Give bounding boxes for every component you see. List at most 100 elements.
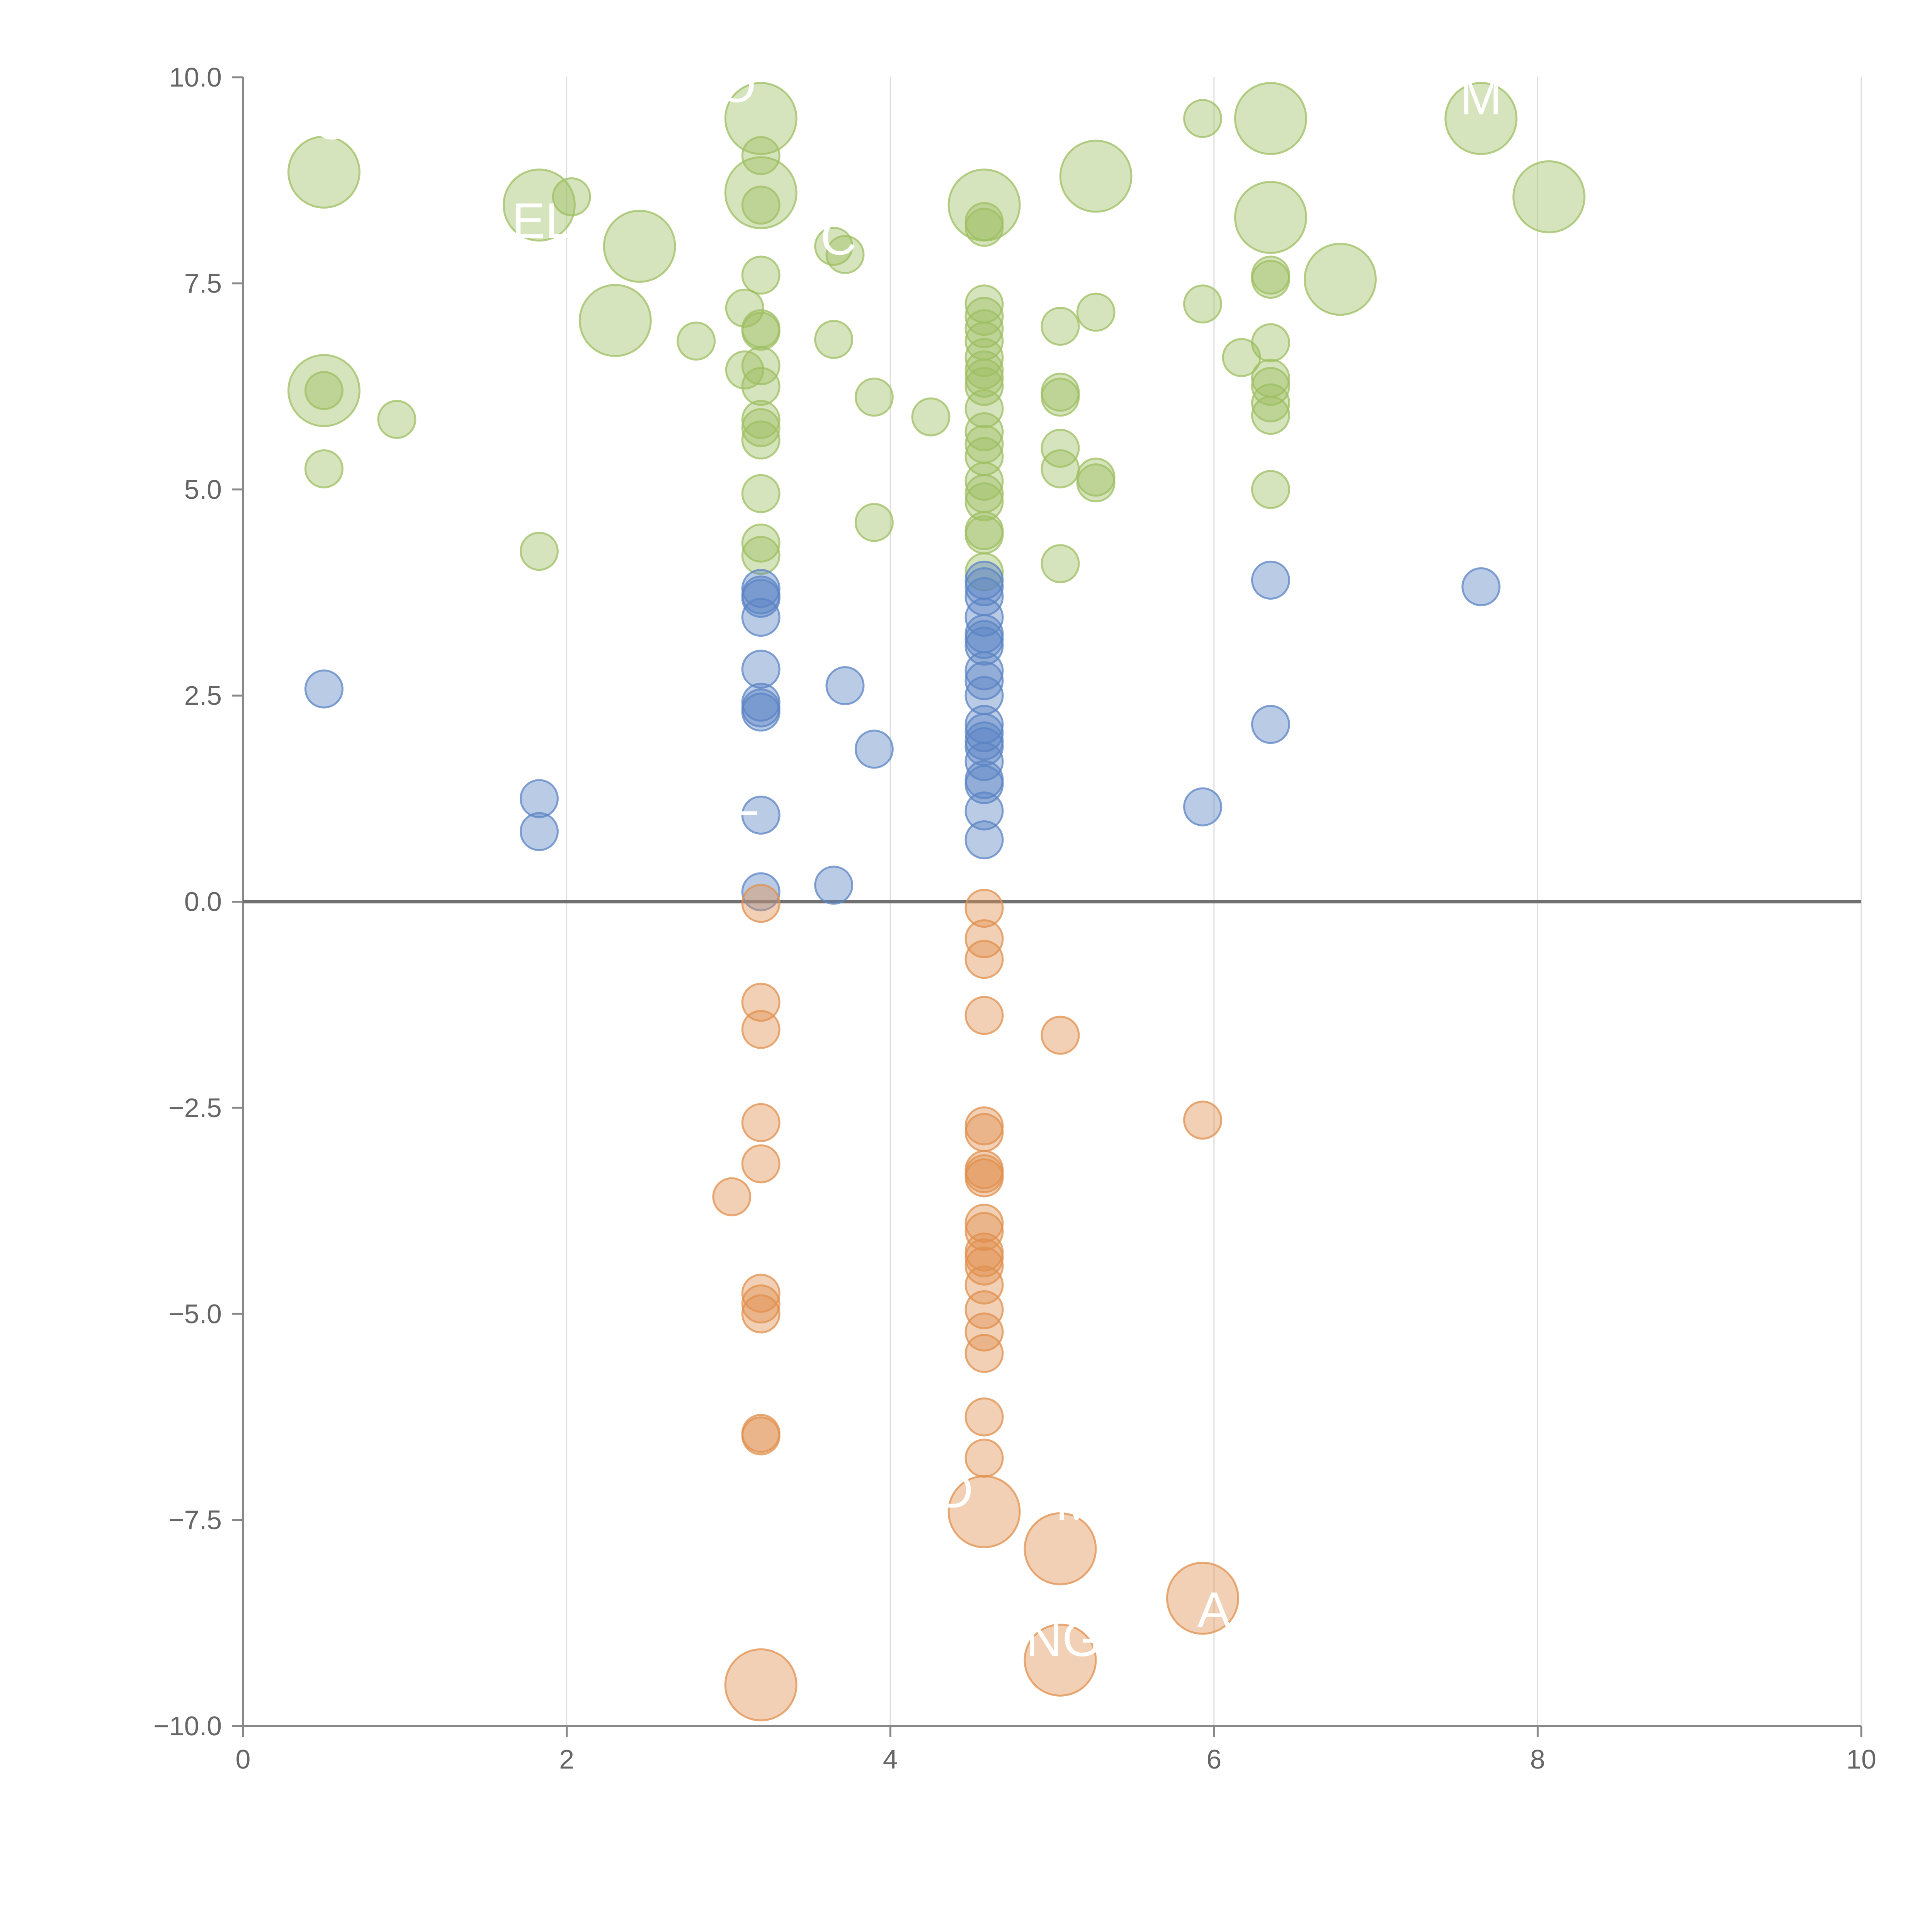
green-bubble <box>741 346 781 386</box>
orange-bubble <box>1166 1561 1239 1635</box>
point-label: L <box>731 769 759 826</box>
green-bubble <box>741 255 781 295</box>
orange-bubble <box>724 1648 798 1721</box>
orange-bubble <box>964 1312 1004 1352</box>
green-bubble <box>741 536 781 575</box>
green-bubble <box>741 136 781 175</box>
green-bubble <box>725 350 764 389</box>
green-bubble <box>964 482 1004 522</box>
orange-bubble <box>741 1284 781 1324</box>
point-label: I <box>770 1606 784 1663</box>
orange-bubble <box>964 1290 1004 1330</box>
blue-bubble <box>741 872 781 912</box>
green-bubble <box>1183 284 1222 324</box>
orange-bubble <box>741 1144 781 1184</box>
green-bubble <box>741 420 781 460</box>
y-tick-label: −10.0 <box>153 1711 222 1741</box>
green-bubble <box>287 354 361 427</box>
green-bubble <box>1041 306 1080 346</box>
orange-bubble <box>1024 1623 1097 1697</box>
blue-bubble <box>825 666 865 706</box>
green-bubble <box>1251 470 1290 509</box>
green-bubble <box>1076 293 1116 332</box>
blue-bubble <box>964 820 1004 859</box>
green-bubble <box>814 320 854 359</box>
point-label: M <box>368 349 410 405</box>
green-bubble <box>1251 383 1290 423</box>
green-bubble <box>964 359 1004 398</box>
green-bubble <box>1234 181 1307 254</box>
point-label: ONG <box>987 1611 1101 1667</box>
orange-bubble <box>947 1475 1021 1548</box>
y-tick-label: −5.0 <box>168 1299 222 1329</box>
blue-bubble <box>741 650 781 689</box>
x-tick-label: 10 <box>1846 1744 1876 1774</box>
y-tick-label: 0.0 <box>184 887 222 917</box>
green-bubble <box>1059 139 1133 213</box>
point-label: O <box>717 56 756 113</box>
orange-bubble <box>741 1294 781 1333</box>
green-bubble <box>724 82 798 155</box>
y-tick-label: −2.5 <box>168 1093 222 1123</box>
blue-bubble <box>741 597 781 637</box>
green-bubble <box>287 135 361 209</box>
green-bubble <box>1041 378 1080 417</box>
orange-bubble <box>1024 1512 1097 1585</box>
green-bubble <box>1512 160 1586 233</box>
green-bubble <box>1303 243 1377 316</box>
green-bubble <box>825 235 865 274</box>
green-bubble <box>1222 338 1261 377</box>
green-bubble <box>741 474 781 513</box>
green-bubble <box>1183 99 1222 138</box>
blue-bubble <box>964 567 1004 607</box>
blue-bubble <box>1251 560 1290 600</box>
green-bubble <box>377 400 417 439</box>
orange-bubble <box>964 1334 1004 1373</box>
green-bubble <box>964 309 1004 349</box>
axis-layer: 0 2 4 6 8 10 −10.0 −7.5 −5.0 −2.5 0.0 2.5 5.0 7.5 10.0 <box>153 62 1876 1774</box>
orange-bubble <box>964 1158 1004 1197</box>
green-bubble <box>741 400 781 439</box>
green-bubble <box>1041 544 1080 583</box>
green-bubble <box>1041 449 1080 488</box>
blue-bubble <box>304 669 344 709</box>
green-bubble <box>741 408 781 447</box>
blue-bubble <box>741 795 781 835</box>
orange-bubble <box>1183 1100 1222 1140</box>
green-bubble <box>964 207 1004 247</box>
green-bubble <box>1251 396 1290 435</box>
green-bubble <box>552 177 591 216</box>
green-bubble <box>854 503 894 542</box>
green-bubble <box>603 209 676 283</box>
orange-bubble <box>964 919 1004 959</box>
green-bubble <box>304 449 344 488</box>
green-bubble <box>741 311 781 351</box>
green-bubble <box>854 378 894 417</box>
green-bubble <box>964 367 1004 406</box>
green-bubble <box>578 284 652 357</box>
green-bubble <box>304 371 344 410</box>
blue-bubble <box>814 866 854 905</box>
orange-bubble <box>741 1274 781 1313</box>
blue-bubble <box>519 812 559 851</box>
point-label: O <box>313 94 352 150</box>
green-bubble <box>677 321 716 361</box>
blue-bubble <box>1183 787 1222 827</box>
orange-bubble <box>964 1113 1004 1152</box>
y-tick-label: 2.5 <box>184 680 222 711</box>
green-bubble <box>964 350 1004 389</box>
green-bubble <box>1041 429 1080 468</box>
orange-bubble <box>741 884 781 923</box>
x-tick-label: 6 <box>1206 1744 1221 1774</box>
y-tick-label: 5.0 <box>184 474 222 505</box>
point-label: J <box>1307 69 1332 125</box>
green-bubble <box>964 515 1004 554</box>
blue-bubble <box>964 713 1004 752</box>
orange-bubble <box>741 1010 781 1049</box>
green-bubble <box>741 185 781 225</box>
orange-bubble <box>964 1238 1004 1277</box>
orange-bubble <box>964 996 1004 1035</box>
x-tick-label: 0 <box>236 1744 251 1774</box>
